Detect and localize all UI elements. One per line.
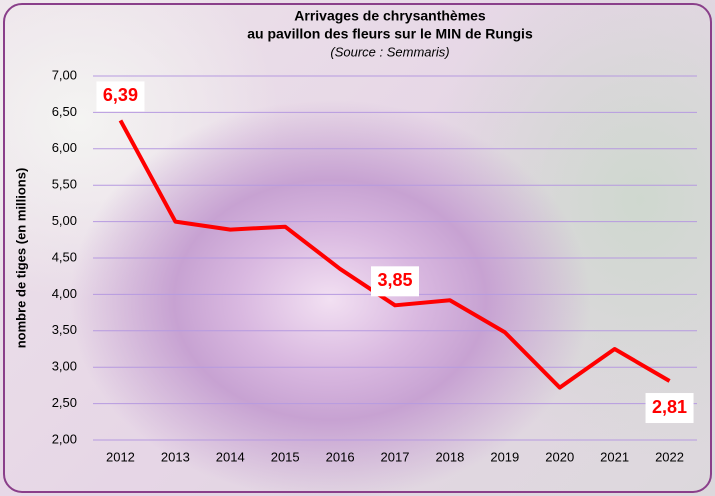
x-tick-label: 2021 bbox=[600, 449, 629, 464]
y-tick-label: 5,00 bbox=[52, 213, 77, 228]
value-label-box bbox=[371, 266, 419, 297]
value-label: 2,81 bbox=[652, 397, 687, 417]
value-label: 3,85 bbox=[377, 270, 412, 290]
x-tick-label: 2017 bbox=[381, 449, 410, 464]
y-tick-label: 4,00 bbox=[52, 286, 77, 301]
x-tick-label: 2022 bbox=[655, 449, 684, 464]
x-tick-label: 2020 bbox=[545, 449, 574, 464]
x-tick-label: 2016 bbox=[326, 449, 355, 464]
chart-title: Arrivages de chrysanthèmes bbox=[294, 8, 486, 24]
x-tick-label: 2019 bbox=[490, 449, 519, 464]
source: (Source : Semmaris) bbox=[330, 44, 449, 59]
y-tick-label: 5,50 bbox=[52, 177, 77, 192]
chart-subtitle: au pavillon des fleurs sur le MIN de Run… bbox=[247, 26, 533, 42]
value-label-box bbox=[96, 81, 145, 112]
x-tick-label: 2018 bbox=[435, 449, 464, 464]
y-tick-label: 7,00 bbox=[52, 67, 77, 82]
frame bbox=[3, 3, 712, 493]
value-label-box bbox=[645, 393, 694, 424]
y-tick-label: 2,50 bbox=[52, 395, 77, 410]
y-tick-label: 6,00 bbox=[52, 140, 77, 155]
y-tick-label: 4,50 bbox=[52, 249, 77, 264]
y-tick-label: 2,00 bbox=[52, 431, 77, 446]
y-tick-label: 3,50 bbox=[52, 322, 77, 337]
y-tick-label: 6,50 bbox=[52, 104, 77, 119]
y-tick-label: 3,00 bbox=[52, 359, 77, 374]
value-label: 6,39 bbox=[103, 85, 138, 105]
x-tick-label: 2015 bbox=[271, 449, 300, 464]
x-tick-label: 2012 bbox=[106, 449, 135, 464]
x-tick-label: 2014 bbox=[216, 449, 245, 464]
y-axis-label: nombre de tiges (en millions) bbox=[13, 168, 28, 349]
line bbox=[118, 119, 671, 390]
x-tick-label: 2013 bbox=[161, 449, 190, 464]
